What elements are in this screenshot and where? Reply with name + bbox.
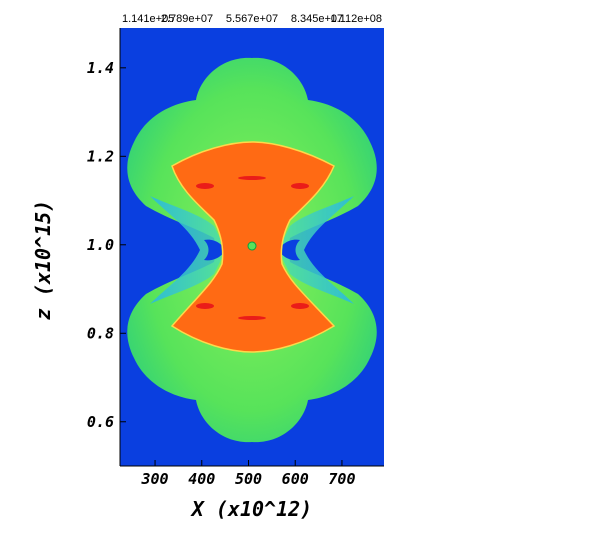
y-tick-label: 1.2 (87, 147, 114, 165)
x-tick-label: 700 (328, 470, 355, 488)
x-tick-label: 500 (235, 470, 262, 488)
y-tick-label: 1.4 (87, 59, 114, 77)
colorbar-tick-label: 2.789e+07 (161, 13, 213, 25)
right-wing-shade (278, 196, 354, 304)
right-waist-dent (278, 239, 300, 261)
colorbar-tick-label: 1.112e+08 (331, 13, 383, 25)
x-tick-label: 300 (140, 470, 168, 488)
x-axis-title: X (x10^12) (190, 497, 312, 521)
colorbar-tick-label: 8.345e+07 (291, 13, 343, 25)
x-tick-label: 400 (188, 470, 215, 488)
x-tick-label: 600 (282, 470, 309, 488)
red-streaks (196, 176, 309, 320)
left-wing-shade (150, 196, 226, 304)
plot-area (120, 28, 384, 466)
colorbar-tick-label: 5.567e+07 (226, 13, 278, 25)
y-axis-title: z (x10^15) (31, 200, 55, 320)
y-tick-label: 0.8 (87, 324, 114, 342)
left-waist-dent (204, 239, 226, 261)
y-ticks: 0.6 0.8 1.0 1.2 1.4 (87, 59, 126, 431)
axes: 300 400 500 600 700 0.6 0.8 1.0 1.2 1.4 (87, 28, 384, 488)
colorbar-labels: 1.141e+052.789e+07 5.567e+07 8.345e+071.11… (122, 13, 382, 25)
x-ticks: 300 400 500 600 700 (140, 460, 355, 488)
y-tick-label: 1.0 (87, 236, 114, 254)
y-tick-label: 0.6 (87, 413, 114, 431)
colorbar-tick-label: 1.141e+05 (122, 13, 174, 25)
central-source (247, 241, 257, 251)
